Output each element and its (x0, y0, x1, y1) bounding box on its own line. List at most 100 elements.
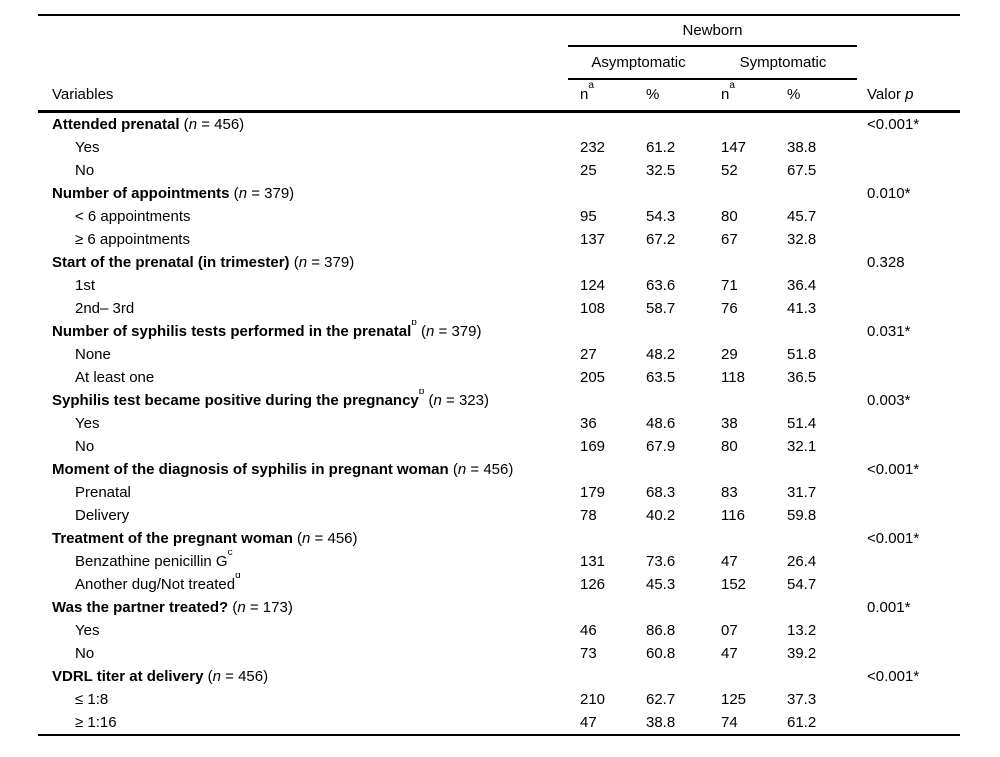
sub-variable-cell: No (38, 159, 568, 182)
sub-label: ≥ 1:16 (75, 713, 117, 731)
value-cell-n1: 232 (580, 138, 606, 156)
empty-cell (857, 205, 960, 228)
empty-cell (709, 596, 775, 619)
value-cell-n2: 76 (721, 299, 738, 317)
value-cell-p2: 45.7 (787, 207, 817, 225)
empty-cell (568, 111, 634, 136)
group-variable-cell: Syphilis test became positive during the… (38, 389, 568, 412)
empty-cell (775, 527, 857, 550)
sub-label: No (75, 161, 95, 179)
value-cell-p1: 32.5 (646, 161, 676, 179)
sub-label: Benzathine penicillin G (75, 552, 228, 570)
variable-group-row: Moment of the diagnosis of syphilis in p… (38, 458, 960, 481)
value-cell-n1: 25 (580, 161, 597, 179)
group-label: Number of appointments (52, 184, 230, 202)
sub-label: No (75, 437, 95, 455)
group-n-value: 173 (262, 598, 288, 616)
value-cell-n1: 73 (580, 644, 597, 662)
n-column-header-asymptomatic: na (568, 79, 634, 113)
value-cell-n2: 74 (721, 713, 738, 731)
group-variable-cell: Attended prenatal (n = 456) (52, 115, 245, 133)
value-cell-p1: 67.9 (646, 437, 676, 455)
variable-sub-row: None 27 48.2 29 51.8 (38, 343, 960, 366)
value-cell-n2: 47 (721, 644, 738, 662)
value-cell-p1: 86.8 (646, 621, 676, 639)
empty-cell (709, 389, 775, 412)
group-variable-cell: Was the partner treated? (n = 173) (52, 598, 293, 616)
value-cell-p1: 67.2 (646, 230, 676, 248)
value-cell-n2: 52 (721, 161, 738, 179)
empty-cell (857, 642, 960, 665)
empty-cell (775, 458, 857, 481)
footnote-marker-b: b (418, 388, 425, 397)
sub-label: No (75, 644, 95, 662)
sub-label: ≤ 1:8 (75, 690, 109, 708)
value-cell-n1: 124 (580, 276, 606, 294)
value-cell-n1: 131 (580, 552, 606, 570)
empty-cell (634, 596, 709, 619)
sub-variable-cell: Prenatal (38, 481, 568, 504)
value-cell-p2: 54.7 (787, 575, 817, 593)
empty-header-cell (857, 15, 960, 46)
empty-cell (775, 596, 857, 619)
value-cell-n1: 210 (580, 690, 606, 708)
sub-variable-cell: 1st (38, 274, 568, 297)
variable-group-row: Number of appointments (n = 379) 0.010* (38, 182, 960, 205)
value-cell-p2: 31.7 (787, 483, 817, 501)
variable-sub-row: ≥ 6 appointments 137 67.2 67 32.8 (38, 228, 960, 251)
group-variable-cell: Moment of the diagnosis of syphilis in p… (52, 460, 514, 478)
column-header-row: Variables na % na % Valor p (38, 79, 961, 113)
empty-cell (568, 458, 634, 481)
footnote-marker-c: c (227, 549, 233, 558)
variable-group-row: Treatment of the pregnant woman (n = 456… (38, 527, 960, 550)
variable-group-row: VDRL titer at delivery (n = 456) <0.001* (38, 665, 960, 688)
value-cell-n2: 83 (721, 483, 738, 501)
sub-label: At least one (75, 368, 155, 386)
sub-variable-cell: < 6 appointments (38, 205, 568, 228)
value-cell-n1: 169 (580, 437, 606, 455)
empty-cell (568, 596, 634, 619)
sub-variable-cell: Yes (38, 619, 568, 642)
empty-cell (775, 182, 857, 205)
spanner-row-groups: Asymptomatic Symptomatic (38, 46, 960, 80)
sub-variable-cell: No (38, 435, 568, 458)
empty-cell (857, 619, 960, 642)
p-value-cell: <0.001* (867, 529, 920, 547)
empty-cell (709, 320, 775, 343)
value-cell-n2: 71 (721, 276, 738, 294)
empty-cell (857, 688, 960, 711)
group-n-value: 456 (327, 529, 353, 547)
empty-cell (775, 320, 857, 343)
sub-label: 1st (75, 276, 96, 294)
n-symbol: n (302, 529, 311, 547)
group-variable-cell: VDRL titer at delivery (n = 456) (52, 667, 269, 685)
sub-variable-cell: Yes (38, 412, 568, 435)
percent-column-header-asymptomatic: % (634, 79, 709, 113)
empty-cell (857, 343, 960, 366)
variable-sub-row: ≥ 1:16 47 38.8 74 61.2 (38, 711, 960, 735)
newborn-spanner-header: Newborn (568, 15, 858, 47)
value-cell-n1: 78 (580, 506, 597, 524)
variable-group-row: Was the partner treated? (n = 173) 0.001* (38, 596, 960, 619)
sub-label: Another dug/Not treated (75, 575, 236, 593)
table-header: Newborn Asymptomatic Symptomatic Variabl… (38, 15, 961, 113)
empty-cell (857, 136, 960, 159)
sub-label: Yes (75, 621, 100, 639)
empty-cell (857, 274, 960, 297)
empty-cell (568, 320, 634, 343)
group-n-value: 456 (483, 460, 509, 478)
empty-cell (634, 458, 709, 481)
value-cell-p1: 40.2 (646, 506, 676, 524)
group-label: Was the partner treated? (52, 598, 229, 616)
empty-cell (857, 481, 960, 504)
variable-sub-row: Another dug/Not treatedd 126 45.3 152 54.7 (38, 573, 960, 596)
sub-variable-cell: 2nd– 3rd (38, 297, 568, 320)
value-cell-p2: 51.8 (787, 345, 817, 363)
value-cell-p1: 63.6 (646, 276, 676, 294)
value-cell-p1: 61.2 (646, 138, 676, 156)
empty-cell (568, 527, 634, 550)
n-symbol: n (238, 184, 248, 202)
value-cell-n2: 147 (721, 138, 747, 156)
table-body: Attended prenatal (n = 456) <0.001* Yes 232… (38, 111, 960, 735)
variable-sub-row: At least one 205 63.5 118 36.5 (38, 366, 960, 389)
